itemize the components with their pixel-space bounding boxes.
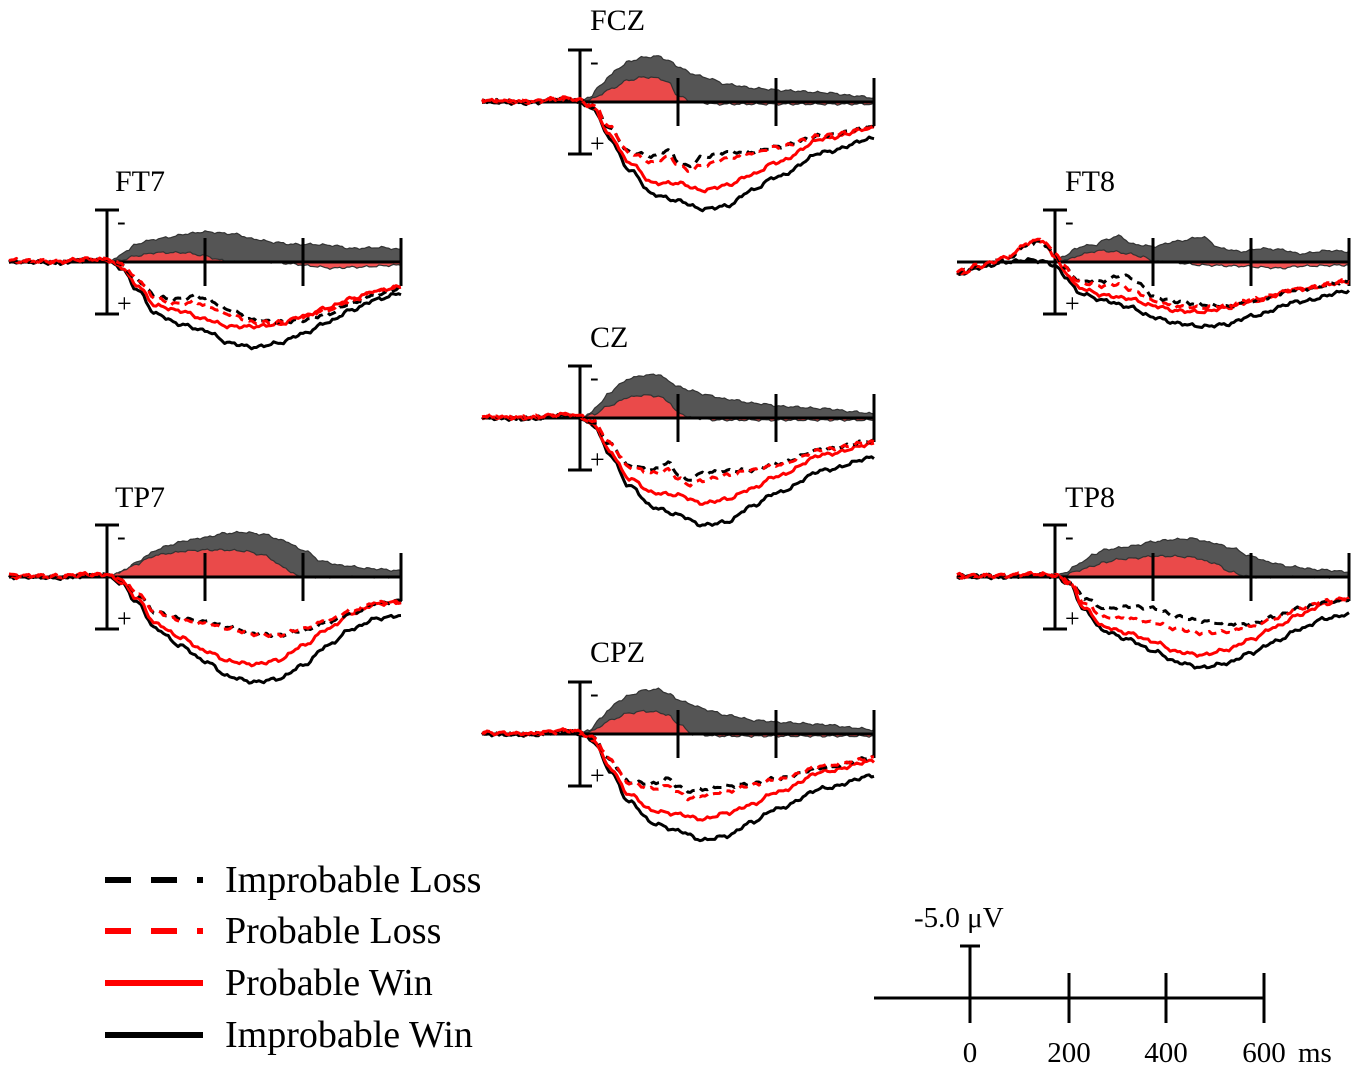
scale-bar-tick-label-0: 0 [963,1037,978,1067]
electrode-label-cz: CZ [590,321,628,354]
erp-line-improbable-loss-tp8 [956,571,1350,627]
legend-item-probable-loss: Probable Loss [105,910,441,952]
erp-line-probable-loss-cpz [481,728,875,802]
electrode-label-ft7: FT7 [115,165,165,198]
legend: Improbable Loss Probable Loss Probable W… [105,859,481,1056]
erp-line-probable-win-cpz [480,727,876,822]
polarity-positive-fcz: + [590,129,605,158]
erp-line-improbable-loss-cpz [481,729,875,794]
scale-bar-amplitude-label: -5.0 μV [914,902,1004,934]
electrode-panels: - + FCZ - + CZ - + CPZ - + FT7 - + FT8 - + TP7 - + TP8 [7,4,1351,843]
scale-bar-tick-label-600: 600 [1242,1037,1286,1067]
polarity-positive-ft7: + [117,289,132,318]
erp-line-probable-win-cz [481,411,875,506]
polarity-negative-cz: - [590,363,599,392]
polarity-positive-tp7: + [117,604,132,633]
electrode-label-ft8: FT8 [1065,165,1115,198]
polarity-positive-ft8: + [1065,289,1080,318]
legend-label-improbable-win: Improbable Win [225,1014,473,1056]
diff-wave-probable-cz [579,394,875,422]
legend-label-probable-win: Probable Win [225,962,433,1004]
legend-label-probable-loss: Probable Loss [225,910,441,952]
polarity-negative-ft7: - [117,207,126,236]
erp-line-probable-loss-tp7 [8,571,402,639]
legend-item-probable-win: Probable Win [105,962,433,1004]
scale-bar-unit: ms [1298,1037,1332,1067]
erp-line-probable-win-tp7 [8,571,402,668]
scale-bar-tick-label-400: 400 [1144,1037,1188,1067]
legend-label-improbable-loss: Improbable Loss [225,859,481,901]
diff-wave-probable-ft8 [1054,249,1350,270]
panel-tp8: - + TP8 [956,481,1351,670]
electrode-label-tp8: TP8 [1065,481,1115,514]
scale-bar-tick-label-200: 200 [1047,1037,1091,1067]
polarity-positive-cz: + [590,445,605,474]
legend-item-improbable-loss: Improbable Loss [105,859,481,901]
polarity-positive-cpz: + [590,761,605,790]
polarity-negative-cpz: - [590,679,599,708]
panel-fcz: - + FCZ [480,4,876,213]
polarity-negative-tp8: - [1065,522,1074,551]
erp-line-probable-loss-ft8 [956,237,1350,311]
polarity-negative-ft8: - [1065,207,1074,236]
polarity-negative-tp7: - [117,522,126,551]
polarity-positive-tp8: + [1065,604,1080,633]
panel-cz: - + CZ [481,321,876,528]
panel-cpz: - + CPZ [480,636,876,843]
erp-line-improbable-loss-cz [481,413,875,482]
electrode-label-tp7: TP7 [115,481,165,514]
panel-ft7: - + FT7 [8,165,403,351]
erp-line-probable-loss-ft7 [8,255,402,326]
electrode-label-fcz: FCZ [590,4,645,37]
electrode-label-cpz: CPZ [590,636,645,669]
erp-line-improbable-win-ft8 [956,257,1351,329]
legend-item-improbable-win: Improbable Win [105,1014,473,1056]
erp-line-improbable-win-ft7 [8,257,402,351]
erp-line-probable-win-fcz [481,95,875,194]
erp-line-probable-win-ft7 [8,256,402,330]
erp-line-probable-loss-cz [481,412,875,488]
erp-line-probable-win-tp8 [956,570,1350,658]
erp-line-improbable-win-cz [481,413,875,528]
polarity-negative-fcz: - [590,47,599,76]
panel-tp7: - + TP7 [7,481,403,685]
scale-bar: -5.0 μV 0 200 400 600 ms [874,902,1332,1067]
panel-ft8: - + FT8 [956,165,1351,329]
erp-line-improbable-loss-ft7 [8,256,402,325]
